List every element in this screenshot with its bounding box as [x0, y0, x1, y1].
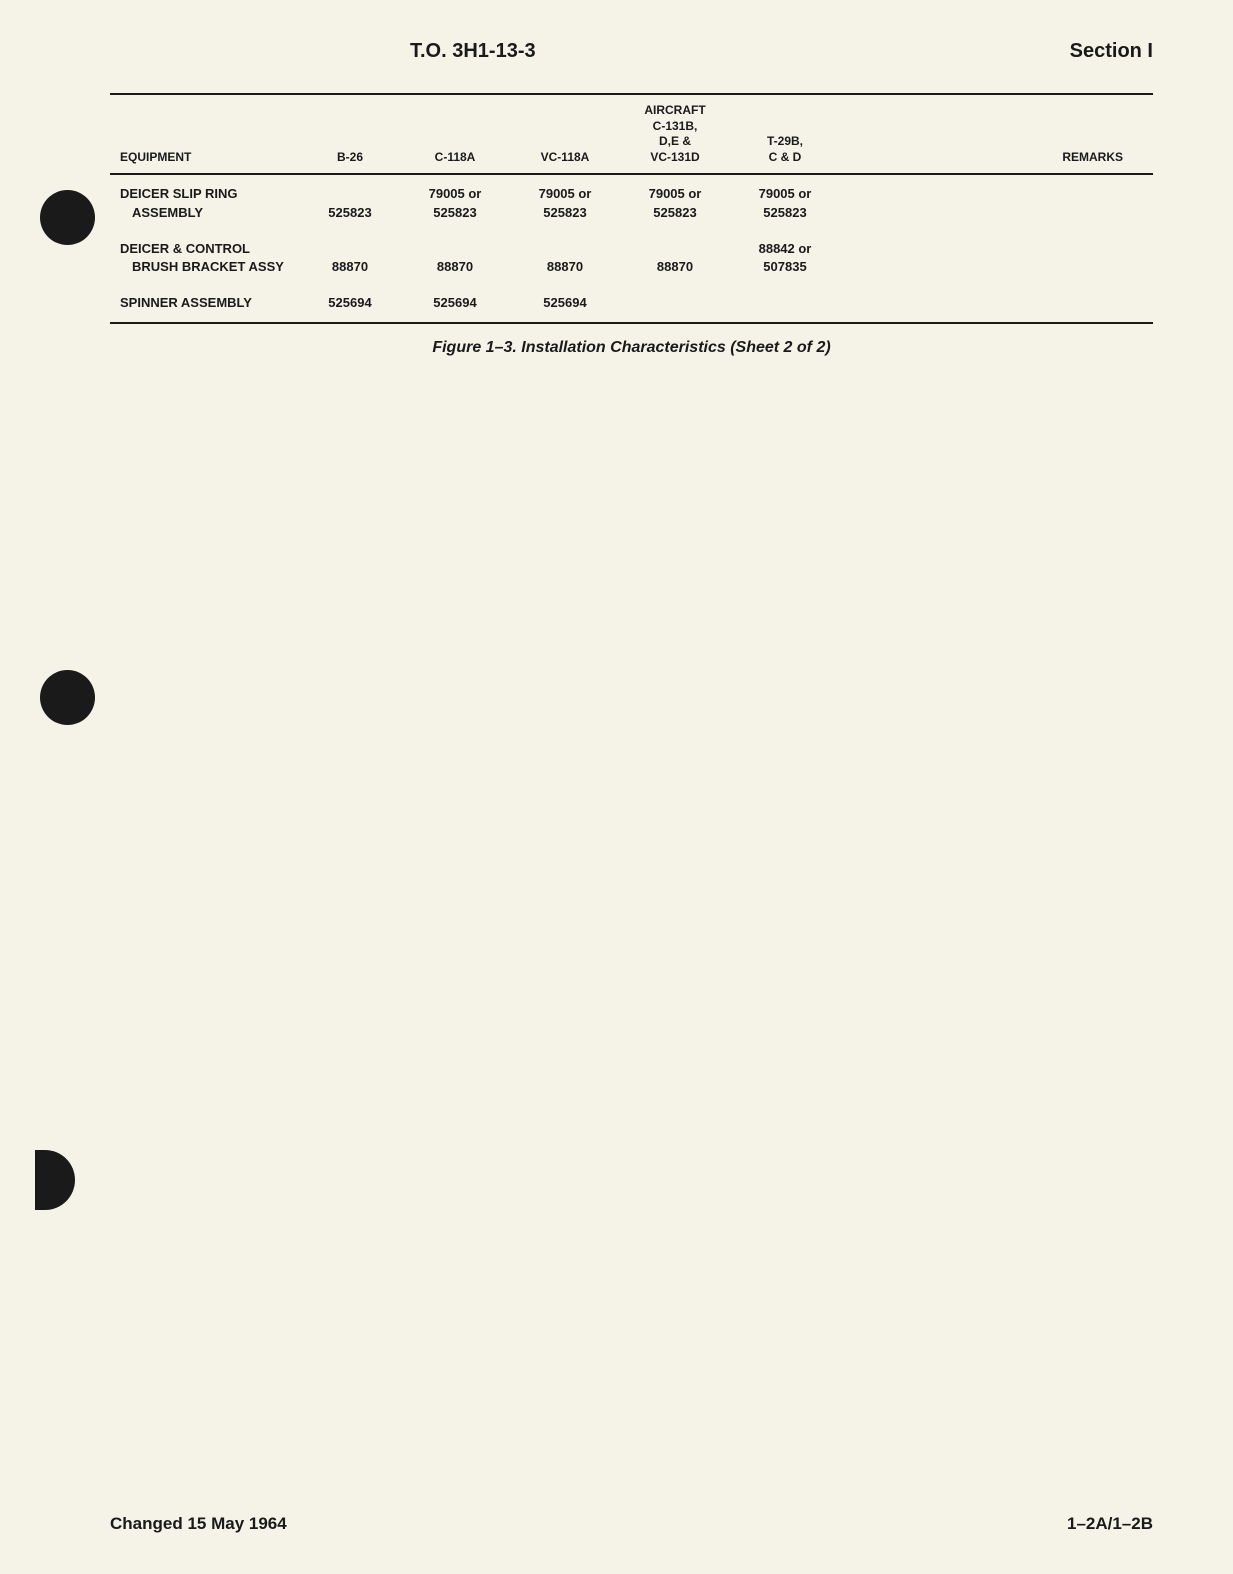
- cell-equipment: DEICER & CONTROL BRUSH BRACKET ASSY: [110, 240, 300, 276]
- cell-t29b: 88842 or 507835: [730, 240, 840, 276]
- page: T.O. 3H1-13-3 Section I EQUIPMENT B-26 C…: [0, 0, 1233, 1574]
- cell-remarks: [840, 294, 1153, 312]
- change-date: Changed 15 May 1964: [110, 1514, 287, 1534]
- cell-c118a: 79005 or 525823: [400, 185, 510, 221]
- cell-vc118a: 88870: [510, 240, 620, 276]
- column-header-t29b: T-29B, C & D: [730, 103, 840, 165]
- cell-equipment: DEICER SLIP RING ASSEMBLY: [110, 185, 300, 221]
- cell-remarks: [840, 240, 1153, 276]
- column-header-vc118a: VC-118A: [510, 103, 620, 165]
- column-header-equipment: EQUIPMENT: [110, 103, 300, 165]
- table-row: DEICER SLIP RING ASSEMBLY 525823 79005 o…: [110, 175, 1153, 221]
- cell-vc118a: 525694: [510, 294, 620, 312]
- page-header: T.O. 3H1-13-3 Section I: [110, 40, 1153, 63]
- table-body: DEICER SLIP RING ASSEMBLY 525823 79005 o…: [110, 175, 1153, 324]
- table-header-row: EQUIPMENT B-26 C-118A VC-118A AIRCRAFT C…: [110, 95, 1153, 175]
- column-header-c118a: C-118A: [400, 103, 510, 165]
- document-number: T.O. 3H1-13-3: [410, 40, 536, 63]
- cell-b26: 525694: [300, 294, 400, 312]
- column-header-remarks: REMARKS: [840, 103, 1153, 165]
- cell-aircraft: 79005 or 525823: [620, 185, 730, 221]
- table-row: DEICER & CONTROL BRUSH BRACKET ASSY 8887…: [110, 222, 1153, 276]
- cell-equipment: SPINNER ASSEMBLY: [110, 294, 300, 312]
- cell-c118a: 525694: [400, 294, 510, 312]
- cell-aircraft: [620, 294, 730, 312]
- cell-t29b: [730, 294, 840, 312]
- column-header-aircraft: AIRCRAFT C-131B, D,E & VC-131D: [620, 103, 730, 165]
- cell-b26: 525823: [300, 185, 400, 221]
- cell-vc118a: 79005 or 525823: [510, 185, 620, 221]
- column-header-b26: B-26: [300, 103, 400, 165]
- page-number: 1–2A/1–2B: [1067, 1514, 1153, 1534]
- cell-b26: 88870: [300, 240, 400, 276]
- figure-caption: Figure 1–3. Installation Characteristics…: [110, 339, 1153, 357]
- cell-c118a: 88870: [400, 240, 510, 276]
- cell-remarks: [840, 185, 1153, 221]
- table-row: SPINNER ASSEMBLY 525694 525694 525694: [110, 276, 1153, 312]
- characteristics-table: EQUIPMENT B-26 C-118A VC-118A AIRCRAFT C…: [110, 93, 1153, 324]
- page-footer: Changed 15 May 1964 1–2A/1–2B: [110, 1514, 1153, 1534]
- cell-aircraft: 88870: [620, 240, 730, 276]
- section-label: Section I: [1070, 40, 1153, 63]
- cell-t29b: 79005 or 525823: [730, 185, 840, 221]
